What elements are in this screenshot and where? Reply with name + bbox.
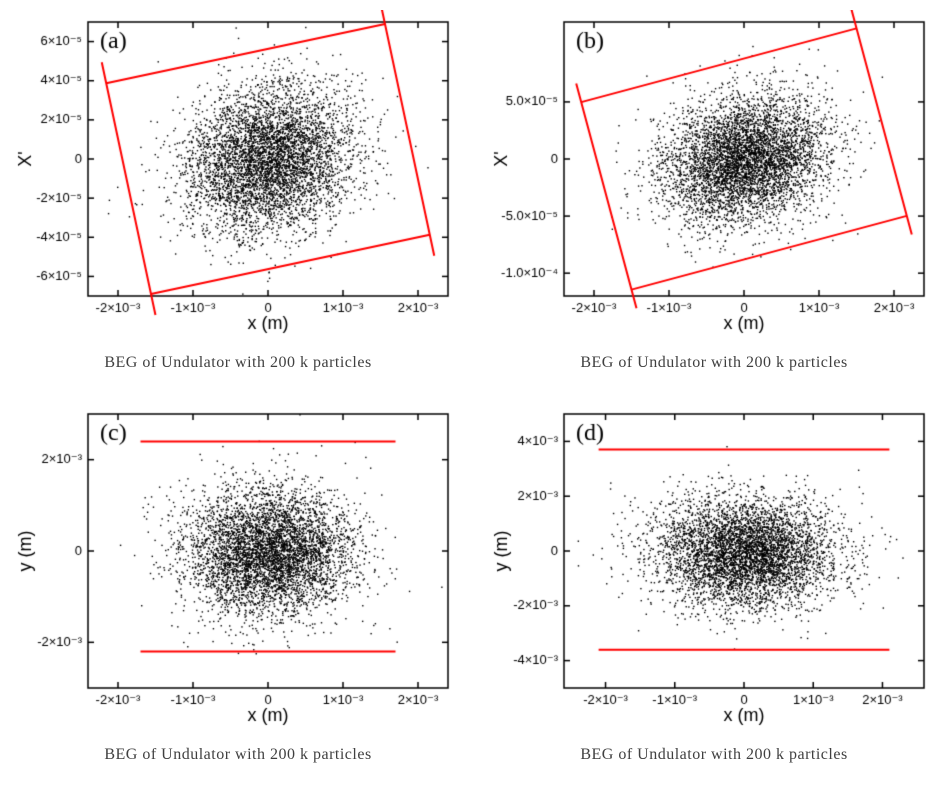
caption-d: BEG of Undulator with 200 k particles xyxy=(486,746,942,764)
caption-b: BEG of Undulator with 200 k particles xyxy=(486,354,942,372)
scatter-plot-a xyxy=(10,10,460,350)
figure-grid: BEG of Undulator with 200 k particles BE… xyxy=(10,10,942,764)
caption-c: BEG of Undulator with 200 k particles xyxy=(10,746,466,764)
panel-a: BEG of Undulator with 200 k particles xyxy=(10,10,466,372)
panel-d: BEG of Undulator with 200 k particles xyxy=(486,402,942,764)
scatter-plot-c xyxy=(10,402,460,742)
caption-a: BEG of Undulator with 200 k particles xyxy=(10,354,466,372)
scatter-plot-b xyxy=(486,10,936,350)
panel-b: BEG of Undulator with 200 k particles xyxy=(486,10,942,372)
scatter-plot-d xyxy=(486,402,936,742)
panel-c: BEG of Undulator with 200 k particles xyxy=(10,402,466,764)
